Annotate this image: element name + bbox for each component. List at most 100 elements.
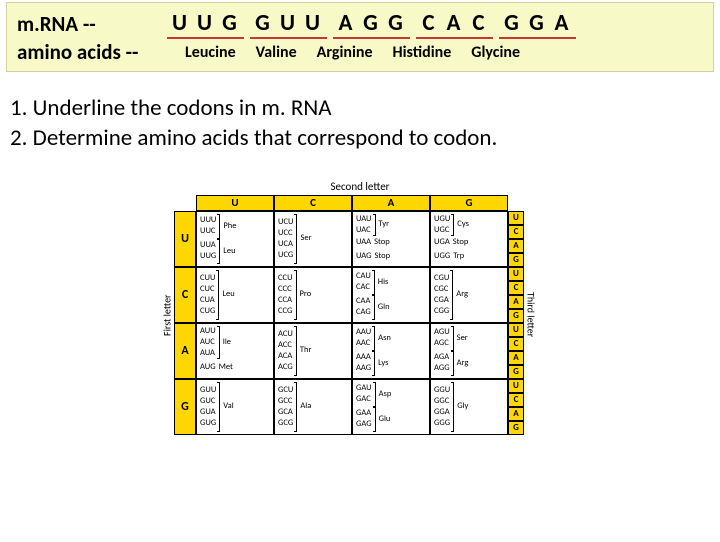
codon-cell: GUUGUCGUAGUGVal xyxy=(196,379,274,435)
base: C xyxy=(467,9,492,37)
codon: CCA xyxy=(278,295,293,306)
codon: UGG xyxy=(434,251,450,262)
row-header: C xyxy=(174,267,196,323)
codon-cell: UUUUUCPheUUAUUGLeu xyxy=(196,211,274,267)
base: U xyxy=(168,9,193,37)
second-letter-label: Second letter xyxy=(160,180,560,193)
codon: GAC xyxy=(356,394,372,405)
amino-acid-code: Tyr xyxy=(379,219,390,230)
codon-cell: AUUAUCAUAIleAUGMet xyxy=(196,323,274,379)
codon: GCA xyxy=(278,407,293,418)
amino-acid-code: Arg xyxy=(456,289,468,300)
codon-cell: UCUUCCUCAUCGSer xyxy=(274,211,352,267)
mrna-row: m.RNA -- UUGGUUAGGCACGGA xyxy=(17,9,703,39)
codon: CAG xyxy=(356,307,371,318)
codon: CUC xyxy=(200,284,215,295)
amino-acid-code: Stop xyxy=(453,237,469,248)
amino-acid-list: LeucineValineArginineHistidineGlycine xyxy=(177,43,520,62)
codon-table: Second letter First letter UCAG UCAG UUU… xyxy=(160,180,560,435)
amino-acid-code: Asn xyxy=(378,333,391,344)
column-headers: UCAG xyxy=(196,195,508,211)
codon: GGA xyxy=(434,407,450,418)
third-letter-column: UCAGUCAGUCAGUCAG xyxy=(508,195,524,435)
base: U xyxy=(193,9,218,37)
third-letter-cell: U xyxy=(508,379,524,393)
base: G xyxy=(525,9,550,37)
codon: GGG xyxy=(434,418,450,429)
codon: UCU xyxy=(278,217,293,228)
codon: AAC xyxy=(356,338,371,349)
amino-acid-code: Stop xyxy=(375,251,391,262)
codon: GUC xyxy=(200,396,216,407)
codon-sequence: UUGGUUAGGCACGGA xyxy=(167,9,582,39)
codon-cell: GCUGCCGCAGCGAla xyxy=(274,379,352,435)
amino-acid-code: Met xyxy=(219,362,233,373)
amino-acid-code: Pro xyxy=(300,289,312,300)
codon: AGG xyxy=(434,363,450,374)
amino-acid-code: Arg xyxy=(457,358,469,369)
codon: AUG xyxy=(200,362,216,373)
codon: AUC xyxy=(200,337,216,348)
codon-group: AGG xyxy=(333,9,410,39)
grid-row: GUUGUCGUAGUGValGCUGCCGCAGCGAlaGAUGACAspG… xyxy=(196,379,508,435)
grid-row: UUUUUCPheUUAUUGLeuUCUUCCUCAUCGSerUAUUACT… xyxy=(196,211,508,267)
base: U xyxy=(276,9,301,37)
codon-grid: UCAG UUUUUCPheUUAUUGLeuUCUUCCUCAUCGSerUA… xyxy=(196,195,508,435)
codon: CAC xyxy=(356,282,371,293)
third-letter-cell: G xyxy=(508,421,524,435)
codon: CUG xyxy=(200,306,215,317)
codon: UAA xyxy=(356,237,371,248)
codon-cell: CCUCCCCCACCGPro xyxy=(274,267,352,323)
codon: AGC xyxy=(434,338,450,349)
third-letter-cell: A xyxy=(508,239,524,253)
codon: AAA xyxy=(356,352,371,363)
third-letter-cell: U xyxy=(508,267,524,281)
third-letter-cell: C xyxy=(508,281,524,295)
codon: UCG xyxy=(278,250,293,261)
codon: UGU xyxy=(434,214,450,225)
codon: ACU xyxy=(278,329,293,340)
third-letter-cell: G xyxy=(508,253,524,267)
codon: AGU xyxy=(434,327,450,338)
amino-acid-code: Thr xyxy=(300,345,312,356)
codon: CGG xyxy=(434,306,449,317)
base: G xyxy=(251,9,276,37)
codon: AGA xyxy=(434,352,450,363)
codon: UUA xyxy=(200,240,216,251)
amino-acid-code: Ala xyxy=(300,401,311,412)
amino-acid-code: Leu xyxy=(223,246,235,257)
base: G xyxy=(500,9,525,37)
codon: CGC xyxy=(434,284,449,295)
amino-acid-row: amino acids -- LeucineValineArginineHist… xyxy=(17,39,703,65)
codon: ACC xyxy=(278,340,293,351)
instructions: 1. Underline the codons in m. RNA 2. Det… xyxy=(10,94,720,154)
amino-acid-code: His xyxy=(378,277,389,288)
codon-cell: GAUGACAspGAAGAGGlu xyxy=(352,379,430,435)
codon: GCC xyxy=(278,396,293,407)
codon: CCU xyxy=(278,273,293,284)
codon-cell: CGUCGCCGACGGArg xyxy=(430,267,508,323)
codon: ACG xyxy=(278,362,293,373)
codon: GUG xyxy=(200,418,216,429)
codon: CCC xyxy=(278,284,293,295)
first-letter-label: First letter xyxy=(160,195,174,435)
mrna-label: m.RNA -- xyxy=(17,11,167,37)
third-letter-cell: U xyxy=(508,323,524,337)
codon-group: GGA xyxy=(499,9,576,39)
codon-cell: AGUAGCSerAGAAGGArg xyxy=(430,323,508,379)
codon: GUU xyxy=(200,385,216,396)
codon: UUG xyxy=(200,251,216,262)
amino-acid-code: Ser xyxy=(300,233,311,244)
codon-cell: CAUCACHisCAACAGGln xyxy=(352,267,430,323)
base: G xyxy=(218,9,243,37)
third-letter-cell: G xyxy=(508,365,524,379)
codon: UCA xyxy=(278,239,293,250)
grid-row: CUUCUCCUACUGLeuCCUCCCCCACCGProCAUCACHisC… xyxy=(196,267,508,323)
base: A xyxy=(550,9,575,37)
amino-acid: Leucine xyxy=(185,43,236,62)
codon-group: CAC xyxy=(416,9,493,39)
column-header: A xyxy=(352,195,430,211)
codon-group: UUG xyxy=(167,9,244,39)
codon-cell: AAUAACAsnAAAAAGLys xyxy=(352,323,430,379)
codon: UAC xyxy=(356,225,372,236)
